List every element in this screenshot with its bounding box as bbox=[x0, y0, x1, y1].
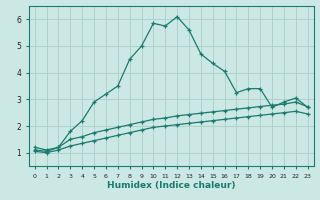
X-axis label: Humidex (Indice chaleur): Humidex (Indice chaleur) bbox=[107, 181, 236, 190]
